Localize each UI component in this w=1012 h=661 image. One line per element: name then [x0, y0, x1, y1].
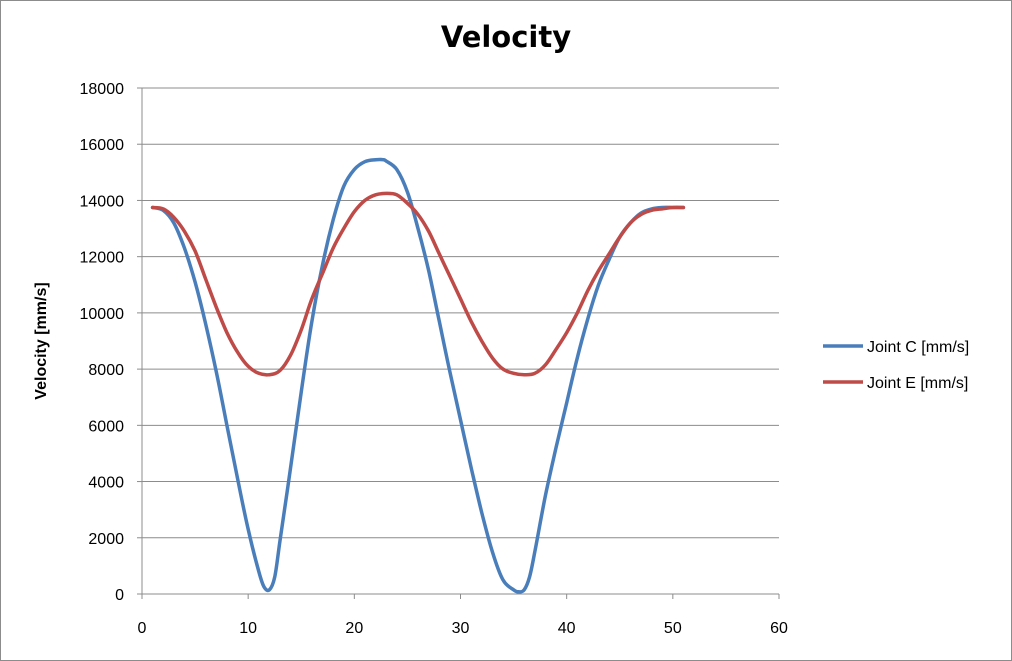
x-tick-label: 20: [345, 620, 363, 637]
y-tick-label: 6000: [88, 418, 124, 435]
x-tick-label: 60: [770, 620, 788, 637]
chart-title: Velocity: [440, 20, 572, 54]
y-tick-label: 8000: [88, 362, 124, 379]
x-tick-label: 0: [138, 620, 147, 637]
y-tick-label: 14000: [80, 193, 125, 210]
x-tick-label: 10: [239, 620, 257, 637]
y-tick-label: 12000: [80, 250, 125, 267]
y-tick-label: 16000: [80, 137, 125, 154]
legend: Joint C [mm/s] Joint E [mm/s]: [823, 339, 969, 392]
x-tick-label: 40: [558, 620, 576, 637]
y-tick-labels: 0 2000 4000 6000 8000 10000 12000 14000 16000 180…: [80, 81, 125, 604]
y-tick-label: 0: [115, 587, 124, 604]
x-tick-labels: 0 10 20 30 40 50 60: [138, 620, 788, 637]
x-tick-label: 30: [452, 620, 470, 637]
legend-label-1: Joint C [mm/s]: [867, 339, 969, 356]
legend-label-2: Joint E [mm/s]: [867, 375, 968, 392]
y-tick-label: 4000: [88, 475, 124, 492]
series-line-2: [150, 191, 686, 377]
y-tick-label: 2000: [88, 531, 124, 548]
series-line-1: [150, 157, 686, 594]
y-tick-label: 18000: [80, 81, 125, 98]
x-tick-label: 50: [664, 620, 682, 637]
axes: [137, 87, 780, 599]
series-lines: [150, 157, 686, 594]
y-tick-label: 10000: [80, 306, 125, 323]
